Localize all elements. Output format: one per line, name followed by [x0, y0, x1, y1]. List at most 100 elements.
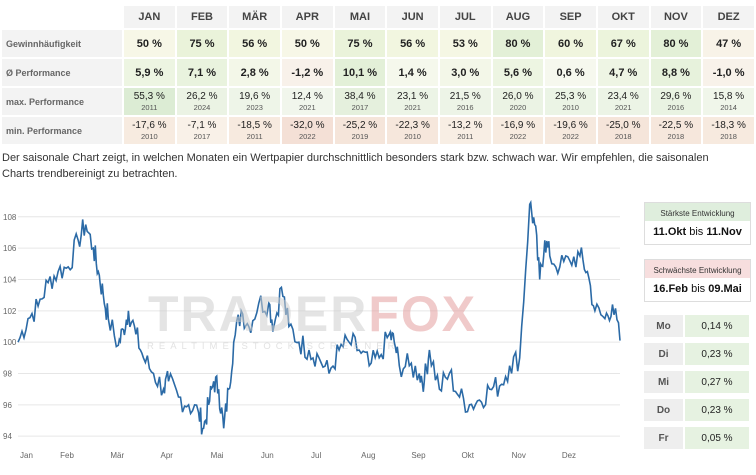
- cell-value: -7,1 %: [187, 120, 217, 131]
- month-header: JAN: [124, 6, 175, 28]
- weekday-label: Mo: [644, 315, 683, 337]
- weekday-row: Mo 0,14 %: [644, 315, 749, 337]
- month-header: SEP: [545, 6, 596, 28]
- weekday-label: Do: [644, 399, 683, 421]
- y-tick-label: 104: [3, 275, 17, 284]
- cell-year: 2016: [667, 103, 685, 112]
- table-cell: -19,6 % 2022: [545, 117, 596, 144]
- y-tick-label: 106: [3, 244, 17, 253]
- table-cell: 38,4 % 2017: [334, 88, 386, 115]
- table-cell: -1,0 %: [703, 59, 754, 86]
- x-tick-label: Sep: [411, 451, 426, 460]
- month-header: APR: [281, 6, 333, 28]
- y-tick-label: 108: [3, 213, 17, 222]
- weekday-value: 0,14 %: [685, 315, 749, 337]
- cell-value: -1,0 %: [712, 66, 745, 79]
- table-cell: 26,2 % 2024: [176, 88, 228, 115]
- best-period-box: Stärkste Entwicklung 11.Okt bis 11.Nov: [644, 202, 751, 245]
- cell-year: 2021: [298, 103, 316, 112]
- cell-value: -22,5 %: [658, 120, 694, 131]
- cell-value: 26,0 %: [502, 91, 534, 102]
- weekday-value: 0,23 %: [685, 399, 749, 421]
- cell-value: 56 %: [242, 37, 268, 50]
- month-header: DEZ: [703, 6, 754, 28]
- x-tick-label: Dez: [562, 451, 576, 460]
- cell-value: 29,6 %: [660, 91, 692, 102]
- cell-year: 2011: [246, 132, 263, 141]
- min-performance-row: min. Performance -17,6 % 2010 -7,1 % 2017 -18…: [2, 117, 754, 144]
- weekday-label: Di: [644, 343, 683, 365]
- chart-description: Der saisonale Chart zeigt, in welchen Mo…: [2, 152, 709, 180]
- table-cell: 47 %: [703, 30, 754, 57]
- table-cell: -7,1 % 2017: [176, 117, 228, 144]
- worst-period-title: Schwächste Entwicklung: [645, 260, 750, 278]
- table-cell: 21,5 % 2016: [439, 88, 491, 115]
- cell-value: 5,9 %: [135, 66, 164, 79]
- cell-year: 2022: [298, 132, 316, 141]
- cell-value: 4,7 %: [609, 66, 638, 79]
- cell-value: -18,3 %: [711, 120, 746, 131]
- cell-year: 2021: [404, 103, 421, 112]
- cell-year: 2010: [140, 132, 158, 141]
- best-sep: bis: [689, 226, 704, 238]
- cell-value: 67 %: [610, 37, 636, 50]
- cell-value: 75 %: [347, 37, 373, 50]
- cell-value: 80 %: [663, 37, 689, 50]
- weekday-row: Do 0,23 %: [644, 399, 749, 421]
- cell-value: -16,9 %: [500, 120, 536, 131]
- table-cell: 26,0 % 2020: [492, 88, 544, 115]
- best-from: 11.Okt: [653, 226, 687, 238]
- table-cell: 75 %: [176, 30, 228, 57]
- worst-period-range: 16.Feb bis 09.Mai: [645, 278, 750, 301]
- cell-value: 8,8 %: [661, 66, 690, 79]
- table-cell: -32,0 % 2022: [281, 117, 333, 144]
- month-header: JUL: [439, 6, 491, 28]
- table-cell: 0,6 %: [545, 59, 596, 86]
- cell-value: 38,4 %: [344, 91, 376, 102]
- cell-year: 2022: [562, 132, 579, 141]
- row-label: min. Performance: [2, 117, 122, 144]
- row-label: Ø Performance: [2, 59, 122, 86]
- cell-value: -25,2 %: [342, 120, 378, 131]
- x-tick-label: Nov: [512, 451, 526, 460]
- cell-value: -25,0 %: [606, 120, 641, 131]
- table-cell: 8,8 %: [650, 59, 702, 86]
- table-cell: 3,0 %: [439, 59, 491, 86]
- cell-value: -32,0 %: [290, 120, 325, 131]
- cell-year: 2019: [351, 132, 369, 141]
- cell-value: 2,8 %: [240, 66, 269, 79]
- table-cell: -18,3 % 2018: [703, 117, 754, 144]
- cell-year: 2020: [509, 103, 527, 112]
- cell-year: 2022: [509, 132, 527, 141]
- cell-value: -13,2 %: [448, 120, 483, 131]
- cell-year: 2021: [614, 103, 632, 112]
- cell-value: 1,4 %: [398, 66, 427, 79]
- table-cell: 53 %: [439, 30, 491, 57]
- table-cell: 67 %: [597, 30, 649, 57]
- cell-year: 2018: [614, 132, 632, 141]
- table-cell: 56 %: [229, 30, 280, 57]
- worst-sep: bis: [691, 283, 706, 295]
- cell-year: 2014: [720, 103, 737, 112]
- month-header: OKT: [597, 6, 649, 28]
- cell-year: 2017: [351, 103, 369, 112]
- y-tick-label: 94: [3, 432, 12, 441]
- cell-value: -1,2 %: [291, 66, 324, 79]
- y-tick-label: 102: [3, 307, 17, 316]
- cell-value: 25,3 %: [555, 91, 587, 102]
- cell-value: 3,0 %: [451, 66, 480, 79]
- table-cell: 5,6 %: [492, 59, 544, 86]
- x-tick-label: Jul: [311, 451, 321, 460]
- table-cell: 55,3 % 2011: [124, 88, 175, 115]
- cell-value: 50 %: [136, 37, 162, 50]
- seasonal-line-chart: 94 96 98 100 102 104 106 108 Jan Feb Mär Apr Mai Jun…: [3, 199, 621, 460]
- month-header: MÄR: [229, 6, 280, 28]
- cell-value: 12,4 %: [291, 91, 323, 102]
- cell-value: 60 %: [558, 37, 584, 50]
- y-tick-label: 96: [3, 401, 12, 410]
- weekday-row: Fr 0,05 %: [644, 427, 749, 449]
- weekday-value: 0,05 %: [685, 427, 749, 449]
- table-cell: 23,4 % 2021: [597, 88, 649, 115]
- table-cell: -22,5 % 2018: [650, 117, 702, 144]
- win-frequency-row: Gewinnhäufigkeit 50 % 75 % 56 % 50 % 75 % 56 %…: [2, 30, 754, 57]
